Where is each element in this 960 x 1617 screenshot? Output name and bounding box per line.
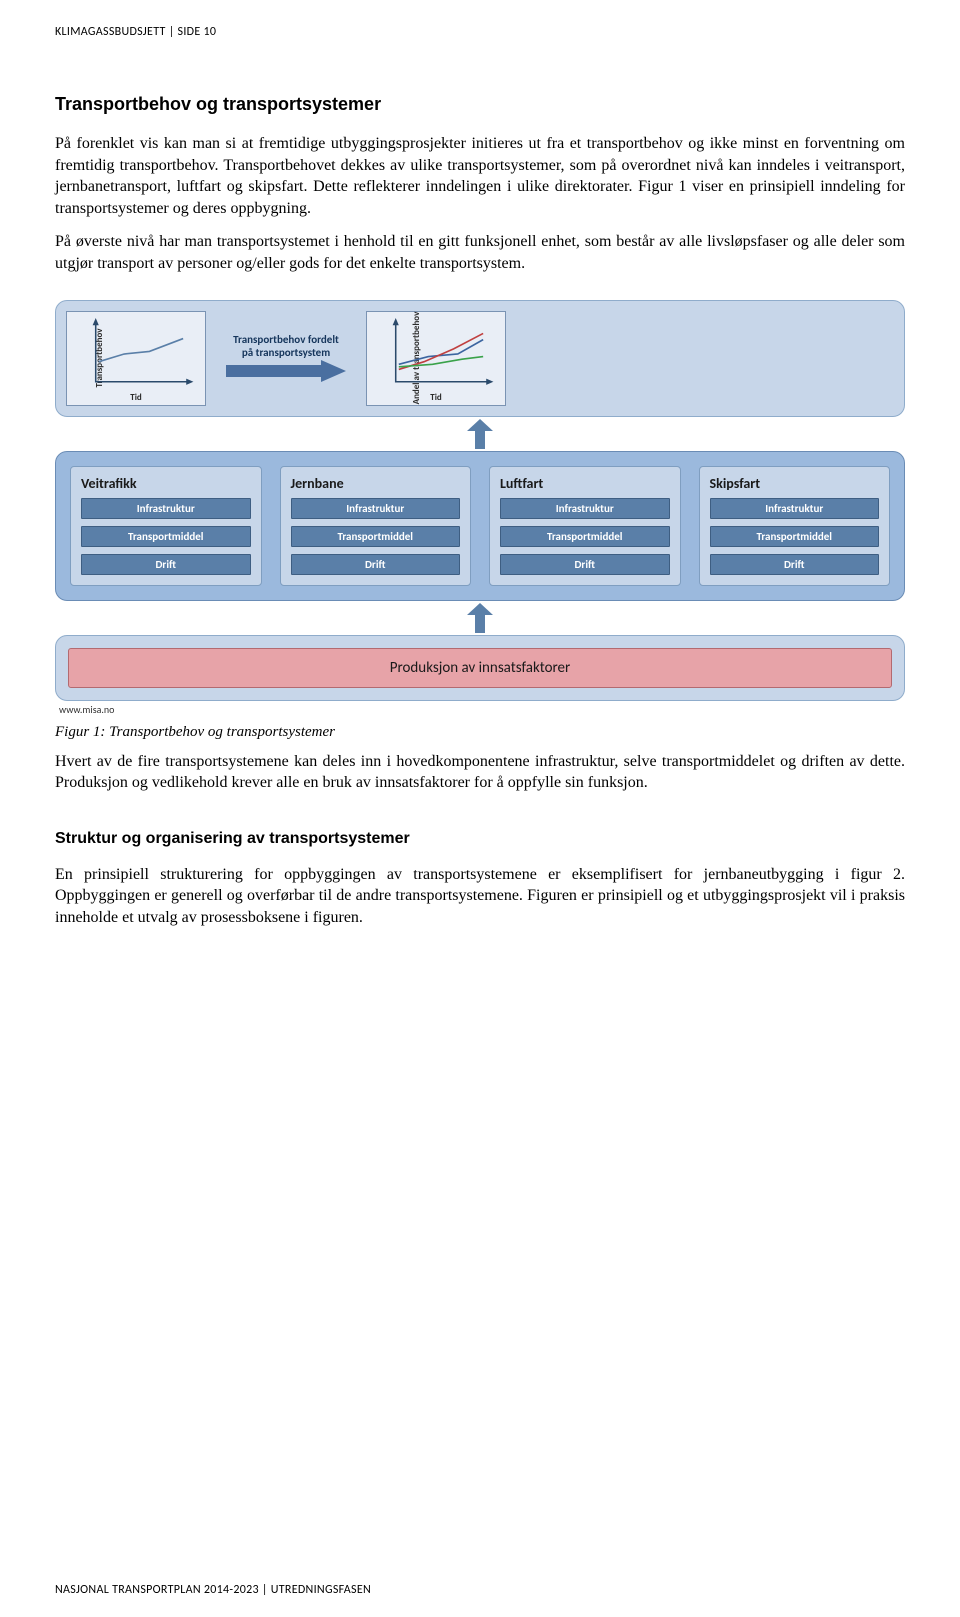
watermark: www.misa.no bbox=[59, 703, 905, 716]
mini-chart-andel: Andel av transportbehov Tid bbox=[366, 311, 506, 406]
arrow-block: Transportbehov fordelt på transportsyste… bbox=[226, 334, 346, 382]
connector-1 bbox=[55, 419, 905, 449]
arrow-up-icon bbox=[465, 603, 495, 633]
arrow-right-icon bbox=[226, 360, 346, 382]
diagram-bottom-band: Produksjon av innsatsfaktorer bbox=[55, 635, 905, 701]
chart1-svg bbox=[85, 318, 199, 390]
figure-1-diagram: Transportbehov Tid Transportbehov fordel… bbox=[55, 300, 905, 716]
system-card-luftfart: Luftfart Infrastruktur Transportmiddel Drif… bbox=[489, 466, 681, 586]
system-title: Jernbane bbox=[291, 475, 461, 492]
diagram-top-band: Transportbehov Tid Transportbehov fordel… bbox=[55, 300, 905, 417]
chart2-xlabel: Tid bbox=[430, 392, 442, 403]
system-title: Veitrafikk bbox=[81, 475, 251, 492]
page-footer: NASJONAL TRANSPORTPLAN 2014-2023 | UTRED… bbox=[55, 1583, 371, 1597]
arrow-label-1: Transportbehov fordelt bbox=[233, 334, 339, 346]
system-sub-infrastruktur: Infrastruktur bbox=[710, 498, 880, 519]
arrow-up-icon bbox=[465, 419, 495, 449]
system-title: Skipsfart bbox=[710, 475, 880, 492]
system-sub-drift: Drift bbox=[500, 554, 670, 575]
system-sub-transportmiddel: Transportmiddel bbox=[291, 526, 461, 547]
system-sub-infrastruktur: Infrastruktur bbox=[81, 498, 251, 519]
system-card-veitrafikk: Veitrafikk Infrastruktur Transportmiddel Dr… bbox=[70, 466, 262, 586]
diagram-systems-band: Veitrafikk Infrastruktur Transportmiddel Dr… bbox=[55, 451, 905, 601]
system-card-jernbane: Jernbane Infrastruktur Transportmiddel Drif… bbox=[280, 466, 472, 586]
system-sub-transportmiddel: Transportmiddel bbox=[81, 526, 251, 547]
figure-1-caption: Figur 1: Transportbehov og transportsyst… bbox=[55, 724, 905, 741]
paragraph-4: En prinsipiell strukturering for oppbygg… bbox=[55, 864, 905, 929]
paragraph-1: På forenklet vis kan man si at fremtidig… bbox=[55, 133, 905, 219]
page-header: KLIMAGASSBUDSJETT | SIDE 10 bbox=[55, 25, 905, 39]
system-sub-drift: Drift bbox=[710, 554, 880, 575]
connector-2 bbox=[55, 603, 905, 633]
mini-chart-transportbehov: Transportbehov Tid bbox=[66, 311, 206, 406]
system-title: Luftfart bbox=[500, 475, 670, 492]
system-sub-drift: Drift bbox=[81, 554, 251, 575]
paragraph-3: Hvert av de fire transportsystemene kan … bbox=[55, 751, 905, 794]
system-sub-transportmiddel: Transportmiddel bbox=[500, 526, 670, 547]
system-sub-drift: Drift bbox=[291, 554, 461, 575]
arrow-label-2: på transportsystem bbox=[242, 347, 330, 359]
chart1-xlabel: Tid bbox=[130, 392, 142, 403]
system-sub-infrastruktur: Infrastruktur bbox=[500, 498, 670, 519]
section-title: Transportbehov og transportsystemer bbox=[55, 94, 905, 115]
system-sub-transportmiddel: Transportmiddel bbox=[710, 526, 880, 547]
chart2-svg bbox=[385, 318, 499, 390]
system-card-skipsfart: Skipsfart Infrastruktur Transportmiddel Dri… bbox=[699, 466, 891, 586]
paragraph-2: På øverste nivå har man transportsysteme… bbox=[55, 231, 905, 274]
production-bar: Produksjon av innsatsfaktorer bbox=[68, 648, 892, 688]
system-sub-infrastruktur: Infrastruktur bbox=[291, 498, 461, 519]
subsection-title: Struktur og organisering av transportsys… bbox=[55, 830, 905, 848]
